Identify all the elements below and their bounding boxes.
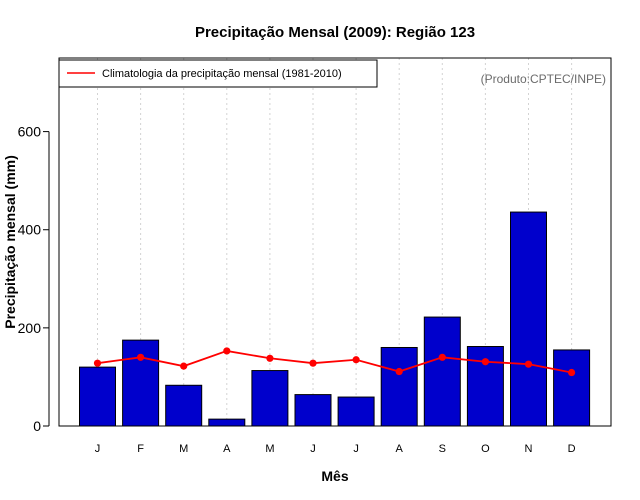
x-tick-label: O — [481, 443, 490, 455]
bar-7 — [380, 346, 418, 427]
x-axis-label: Mês — [321, 468, 348, 484]
x-tick-label: J — [353, 443, 359, 455]
climatology-line — [97, 350, 572, 374]
y-axis: 0 200 400 600 — [18, 124, 50, 434]
climatology-point-1 — [137, 353, 145, 361]
climatology-point-10 — [524, 360, 533, 368]
climatology-point-7 — [395, 367, 403, 376]
x-tick-label: J — [95, 443, 101, 455]
y-tick-label: 400 — [18, 222, 42, 238]
bar-11 — [553, 349, 591, 427]
y-tick-label: 0 — [33, 418, 41, 434]
bars — [79, 211, 591, 427]
bar-1 — [122, 339, 160, 427]
y-axis-label: Precipitação mensal (mm) — [2, 155, 18, 329]
climatology-point-6 — [352, 356, 360, 364]
bar-2 — [165, 384, 203, 427]
bar-6 — [337, 396, 375, 427]
legend-box — [58, 59, 378, 88]
climatology-point-0 — [93, 359, 102, 367]
climatology-point-5 — [309, 359, 317, 367]
climatology-point-3 — [223, 347, 231, 355]
y-tick-label: 600 — [18, 124, 42, 140]
x-tick-label: M — [265, 443, 274, 455]
x-tick-label: M — [179, 443, 188, 455]
bar-5 — [294, 394, 332, 427]
bar-0 — [79, 366, 116, 427]
climatology-point-11 — [568, 368, 576, 377]
bar-3 — [208, 418, 246, 427]
climatology-line-group — [93, 347, 576, 377]
y-tick-label: 200 — [18, 320, 42, 336]
x-tick-label: S — [439, 443, 446, 455]
bar-8 — [423, 316, 461, 427]
bar-4 — [251, 370, 289, 427]
x-tick-label: A — [396, 443, 404, 455]
x-tick-label: F — [137, 443, 144, 455]
x-tick-label: A — [223, 443, 231, 455]
climatology-point-2 — [180, 362, 188, 370]
climatology-point-4 — [266, 354, 274, 362]
x-tick-label: J — [310, 443, 316, 455]
source-annotation: (Produto:CPTEC/INPE) — [481, 72, 606, 86]
climatology-point-8 — [438, 353, 446, 361]
chart-title: Precipitação Mensal (2009): Região 123 — [195, 24, 475, 41]
legend-label: Climatologia da precipitação mensal (198… — [102, 68, 342, 80]
x-tick-label: D — [568, 443, 576, 455]
legend: Climatologia da precipitação mensal (198… — [58, 59, 378, 88]
bar-10 — [510, 211, 547, 427]
climatology-point-9 — [481, 358, 489, 366]
x-tick-label: N — [525, 443, 533, 455]
plot-frame — [58, 57, 612, 427]
